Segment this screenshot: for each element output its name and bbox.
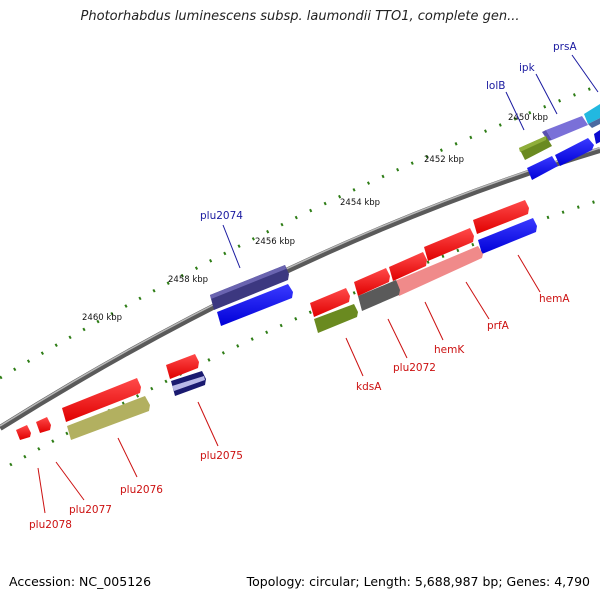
gene-label-hemK[interactable]: hemK (434, 344, 465, 356)
gene-label-ipk[interactable]: ipk (519, 62, 536, 74)
gene-ipk[interactable] (542, 116, 588, 141)
gene-label-plu2078[interactable]: plu2078 (29, 519, 72, 531)
gene-label-plu2074[interactable]: plu2074 (200, 210, 243, 222)
gene-lolB[interactable] (519, 136, 552, 160)
gene-plu2076[interactable] (62, 378, 150, 440)
outer-tick-track (0, 83, 600, 380)
accession-label: Accession: NC_005126 (9, 574, 152, 589)
genome-stats-label: Topology: circular; Length: 5,688,987 bp… (246, 574, 590, 589)
ruler-label-2452: 2452 kbp (424, 155, 464, 165)
gene-label-kdsA[interactable]: kdsA (356, 381, 382, 393)
gene-prfA[interactable] (424, 228, 474, 261)
gene-plu2078[interactable] (16, 425, 31, 440)
ruler-label-2456: 2456 kbp (255, 237, 295, 247)
gene-plu2074-blue[interactable] (217, 284, 293, 326)
gene-label-plu2075[interactable]: plu2075 (200, 450, 243, 462)
gene-label-hemA[interactable]: hemA (539, 293, 570, 305)
gene-hemK[interactable] (389, 246, 483, 296)
gene-prsA[interactable] (584, 104, 600, 144)
ruler-label-2458: 2458 kbp (168, 275, 208, 285)
gene-label-plu2077[interactable]: plu2077 (69, 504, 112, 516)
ruler-label-2460: 2460 kbp (82, 313, 122, 323)
genome-backbone (0, 147, 600, 431)
gene-label-prsA[interactable]: prsA (553, 41, 577, 53)
gene-hemA[interactable] (473, 200, 537, 254)
gene-label-lolB[interactable]: lolB (486, 80, 505, 92)
gene-plu2072[interactable] (354, 268, 400, 311)
genome-title: Photorhabdus luminescens subsp. laumondi… (80, 9, 520, 24)
gene-kdsA[interactable] (310, 288, 358, 333)
gene-ipk-blue[interactable] (527, 138, 594, 180)
reverse-leader-lines (37, 254, 541, 514)
ruler-label-2454: 2454 kbp (340, 198, 380, 208)
gene-plu2077[interactable] (36, 417, 51, 433)
forward-leader-lines (222, 54, 599, 269)
gene-plu2075[interactable] (166, 354, 206, 396)
gene-label-prfA[interactable]: prfA (487, 320, 510, 332)
ruler-label-2450: 2450 kbp (508, 113, 548, 123)
gene-label-plu2072[interactable]: plu2072 (393, 362, 436, 374)
gene-label-plu2076[interactable]: plu2076 (120, 484, 163, 496)
gene-plu2074[interactable] (210, 265, 289, 310)
